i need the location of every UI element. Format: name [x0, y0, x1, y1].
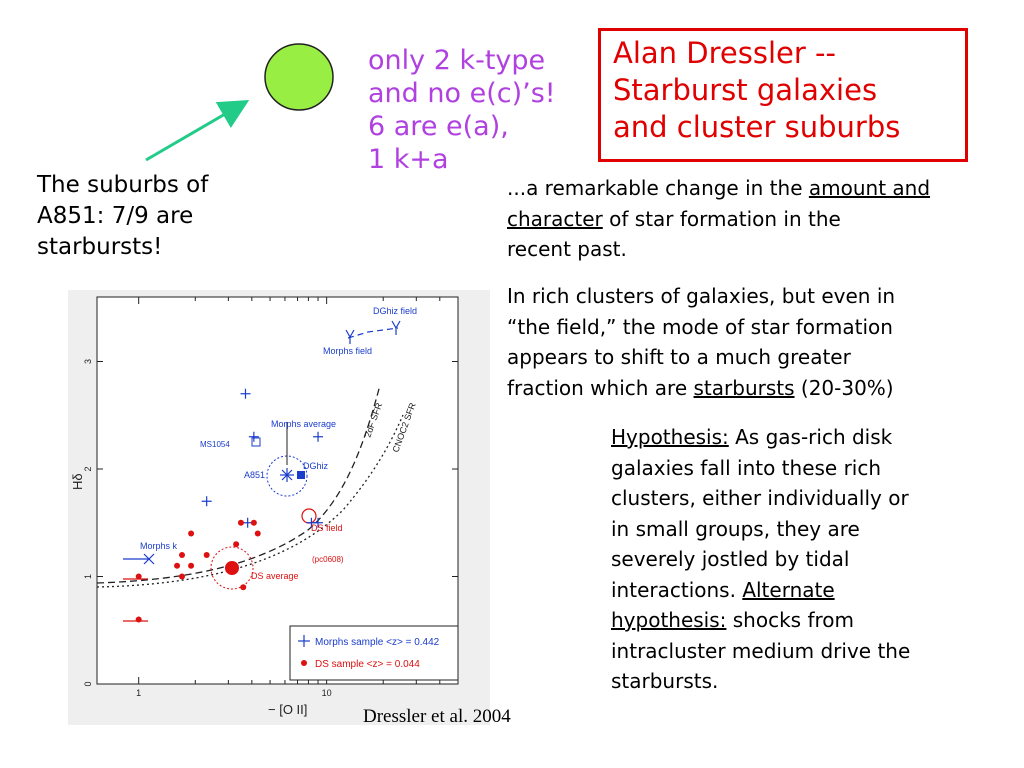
data-points: [135, 388, 324, 623]
morphs-point: [313, 517, 324, 528]
legend-ds: DS sample <z> = 0.044: [315, 659, 420, 670]
ds-average-marker: [225, 561, 239, 575]
teal-arrow: [145, 99, 250, 162]
suburbs-note: The suburbs of A851: 7/9 are starbursts!: [37, 172, 209, 260]
plot-annotation: DS average: [251, 571, 299, 581]
paragraph-hypothesis: Hypothesis: As gas-rich disk galaxies fa…: [611, 425, 911, 693]
plot-frame: [96, 296, 459, 685]
paragraph-rich-clusters: In rich clusters of galaxies, but even i…: [507, 284, 896, 400]
morphs-point: [240, 388, 251, 399]
ds-point: [188, 530, 195, 537]
dghiz-marker: [297, 471, 305, 479]
ds-point: [254, 530, 261, 537]
plot-annotation: MS1054: [200, 440, 230, 449]
ds-point: [237, 519, 244, 526]
x-axis-label: − [O II]: [268, 702, 307, 717]
legend-morphs: Morphs sample <z> = 0.442: [315, 637, 440, 648]
curve-2df-sfr: [96, 384, 381, 584]
axis-ticks: 0 1 2 3 1 10: [83, 297, 459, 698]
title-line: and cluster suburbs: [613, 110, 901, 144]
plot-annotation: DGhiz field: [373, 306, 417, 316]
title-line: Alan Dressler --: [613, 36, 836, 70]
ds-point: [250, 519, 257, 526]
morphs-k-marker: [123, 553, 155, 565]
paragraph-change: ...a remarkable change in the amount and…: [507, 176, 931, 261]
plot-annotation: Morphs field: [323, 346, 372, 356]
y-axis-label: Hδ: [70, 473, 85, 490]
plot-annotation: A851: [244, 470, 265, 480]
ds-point: [240, 584, 247, 591]
field-track: [347, 327, 399, 339]
legend-dot-icon: [301, 660, 307, 666]
morphs-average-marker: [280, 468, 294, 482]
ds-point: [174, 562, 181, 569]
plot-annotation: DGhiz: [303, 461, 329, 471]
x-tick-label: 10: [322, 688, 332, 698]
citation: Dressler et al. 2004: [363, 706, 511, 727]
ds-average-circle: [210, 546, 254, 590]
legend-box: [289, 625, 459, 681]
ds-point: [135, 616, 142, 623]
ds-point: [179, 573, 186, 580]
ds-point: [233, 541, 240, 548]
plot-annotation: Morphs average: [271, 419, 336, 429]
ds-point: [188, 562, 195, 569]
title-line: Starburst galaxies: [613, 73, 878, 107]
plot-annotation: Morphs k: [140, 541, 178, 551]
plot-annotation: (pc0608): [312, 555, 344, 564]
title-box: Alan Dressler -- Starburst galaxies and …: [598, 28, 968, 162]
ds-point: [203, 552, 210, 558]
legend-plus-icon: [298, 635, 310, 647]
morphs-point: [201, 496, 212, 507]
curve-cnoc2-sfr: [96, 414, 404, 588]
ds-point: [179, 552, 186, 558]
y-tick-label: 3: [83, 359, 93, 364]
x-tick-label: 1: [136, 688, 141, 698]
y-tick-label: 2: [83, 466, 93, 471]
green-circle-arrow: [145, 43, 334, 162]
morphs-field-marker: [345, 320, 401, 344]
morphs-point: [248, 431, 259, 442]
plot-annotation: DS field: [311, 523, 343, 533]
y-tick-label: 1: [83, 574, 93, 579]
green-circle: [264, 43, 334, 111]
y-tick-label: 0: [83, 681, 93, 686]
ms1054-marker: [251, 437, 261, 447]
morphs-point: [313, 431, 324, 442]
hdelta-oii-chart: 0 1 2 3 1 10 DGhiz field Morphs field Morphs av…: [70, 296, 459, 717]
callout-text: only 2 k-type and no e(c)’s! 6 are e(a),…: [368, 45, 556, 175]
ds-point: [135, 573, 142, 580]
